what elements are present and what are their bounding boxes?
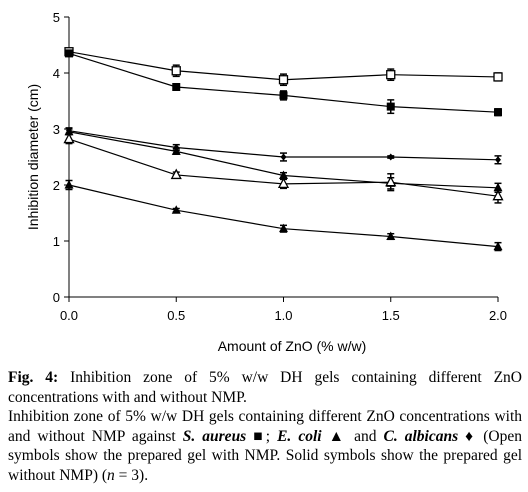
- y-tick-label: 3: [53, 122, 60, 137]
- y-tick-label: 5: [53, 10, 60, 25]
- data-point: [386, 231, 396, 241]
- series-3: [65, 127, 502, 165]
- diamond-symbol-text: ♦ (Open symbols show the prepared gel wi…: [8, 427, 522, 484]
- y-tick-label: 0: [53, 290, 60, 305]
- square-symbol-text: ■;: [246, 427, 278, 445]
- caption-end-text: = 3).: [114, 466, 149, 484]
- series-6: [64, 179, 503, 252]
- caption-title: Fig. 4: Inhibition zone of 5% w/w DH gel…: [8, 368, 522, 407]
- series-line: [68, 184, 499, 248]
- data-point: [494, 108, 502, 117]
- ticks: 0 1 2 3 4 5 0.0 0.5 1.0 1.5 2.0: [53, 10, 507, 323]
- caption-body-text: Inhibition zone of 5% w/w DH gels contai…: [8, 408, 522, 445]
- data-point: [171, 66, 181, 76]
- y-tick-label: 4: [53, 66, 60, 81]
- caption-body: Inhibition zone of 5% w/w DH gels contai…: [8, 407, 522, 485]
- data-point: [277, 177, 290, 189]
- data-point: [492, 189, 504, 201]
- data-point: [385, 175, 397, 187]
- inhibition-chart: 0 1 2 3 4 5 0.0 0.5 1.0 1.5 2.0 Amount of ZnO (% w…: [25, 10, 507, 354]
- organism-s-aureus: S. aureus: [182, 427, 247, 445]
- y-tick-label: 1: [53, 234, 60, 249]
- x-tick-label: 0.5: [167, 308, 185, 323]
- data-point: [280, 153, 287, 161]
- data-point: [495, 156, 501, 164]
- data-point: [171, 146, 181, 155]
- data-point: [170, 168, 182, 180]
- data-point: [279, 91, 288, 100]
- figure-number: Fig. 4:: [8, 369, 59, 386]
- data-point: [172, 83, 181, 91]
- figure-caption: Fig. 4: Inhibition zone of 5% w/w DH gel…: [8, 368, 522, 485]
- series-5: [63, 132, 504, 204]
- x-axis-title: Amount of ZnO (% w/w): [218, 338, 367, 354]
- chart-area: 0 1 2 3 4 5 0.0 0.5 1.0 1.5 2.0 Amount of ZnO (% w…: [25, 10, 507, 354]
- organism-c-albicans: C. albicans: [383, 427, 459, 445]
- data-point: [64, 126, 74, 136]
- series-1: [64, 47, 503, 87]
- y-axis-title: Inhibition diameter (cm): [25, 84, 41, 230]
- data-point: [65, 49, 73, 58]
- data-point: [279, 223, 288, 233]
- y-tick-label: 2: [53, 178, 60, 193]
- n-letter: n: [107, 466, 115, 484]
- data-point: [278, 75, 289, 85]
- data-point: [386, 102, 395, 111]
- data-point: [279, 170, 288, 179]
- x-tick-label: 1.5: [382, 308, 400, 323]
- triangle-symbol-text: ▲ and: [321, 427, 384, 445]
- data-point: [493, 72, 503, 82]
- organism-e-coli: E. coli: [277, 427, 322, 445]
- series: [63, 47, 504, 252]
- x-tick-label: 0.0: [60, 308, 78, 323]
- data-point: [63, 132, 75, 144]
- data-point: [387, 153, 394, 161]
- caption-title-text: Inhibition zone of 5% w/w DH gels contai…: [8, 369, 523, 406]
- data-point: [171, 205, 181, 214]
- x-tick-label: 1.0: [274, 308, 292, 323]
- x-tick-label: 2.0: [489, 308, 507, 323]
- data-point: [386, 70, 396, 80]
- data-point: [64, 180, 74, 189]
- series-2: [65, 49, 502, 117]
- data-point: [493, 241, 503, 251]
